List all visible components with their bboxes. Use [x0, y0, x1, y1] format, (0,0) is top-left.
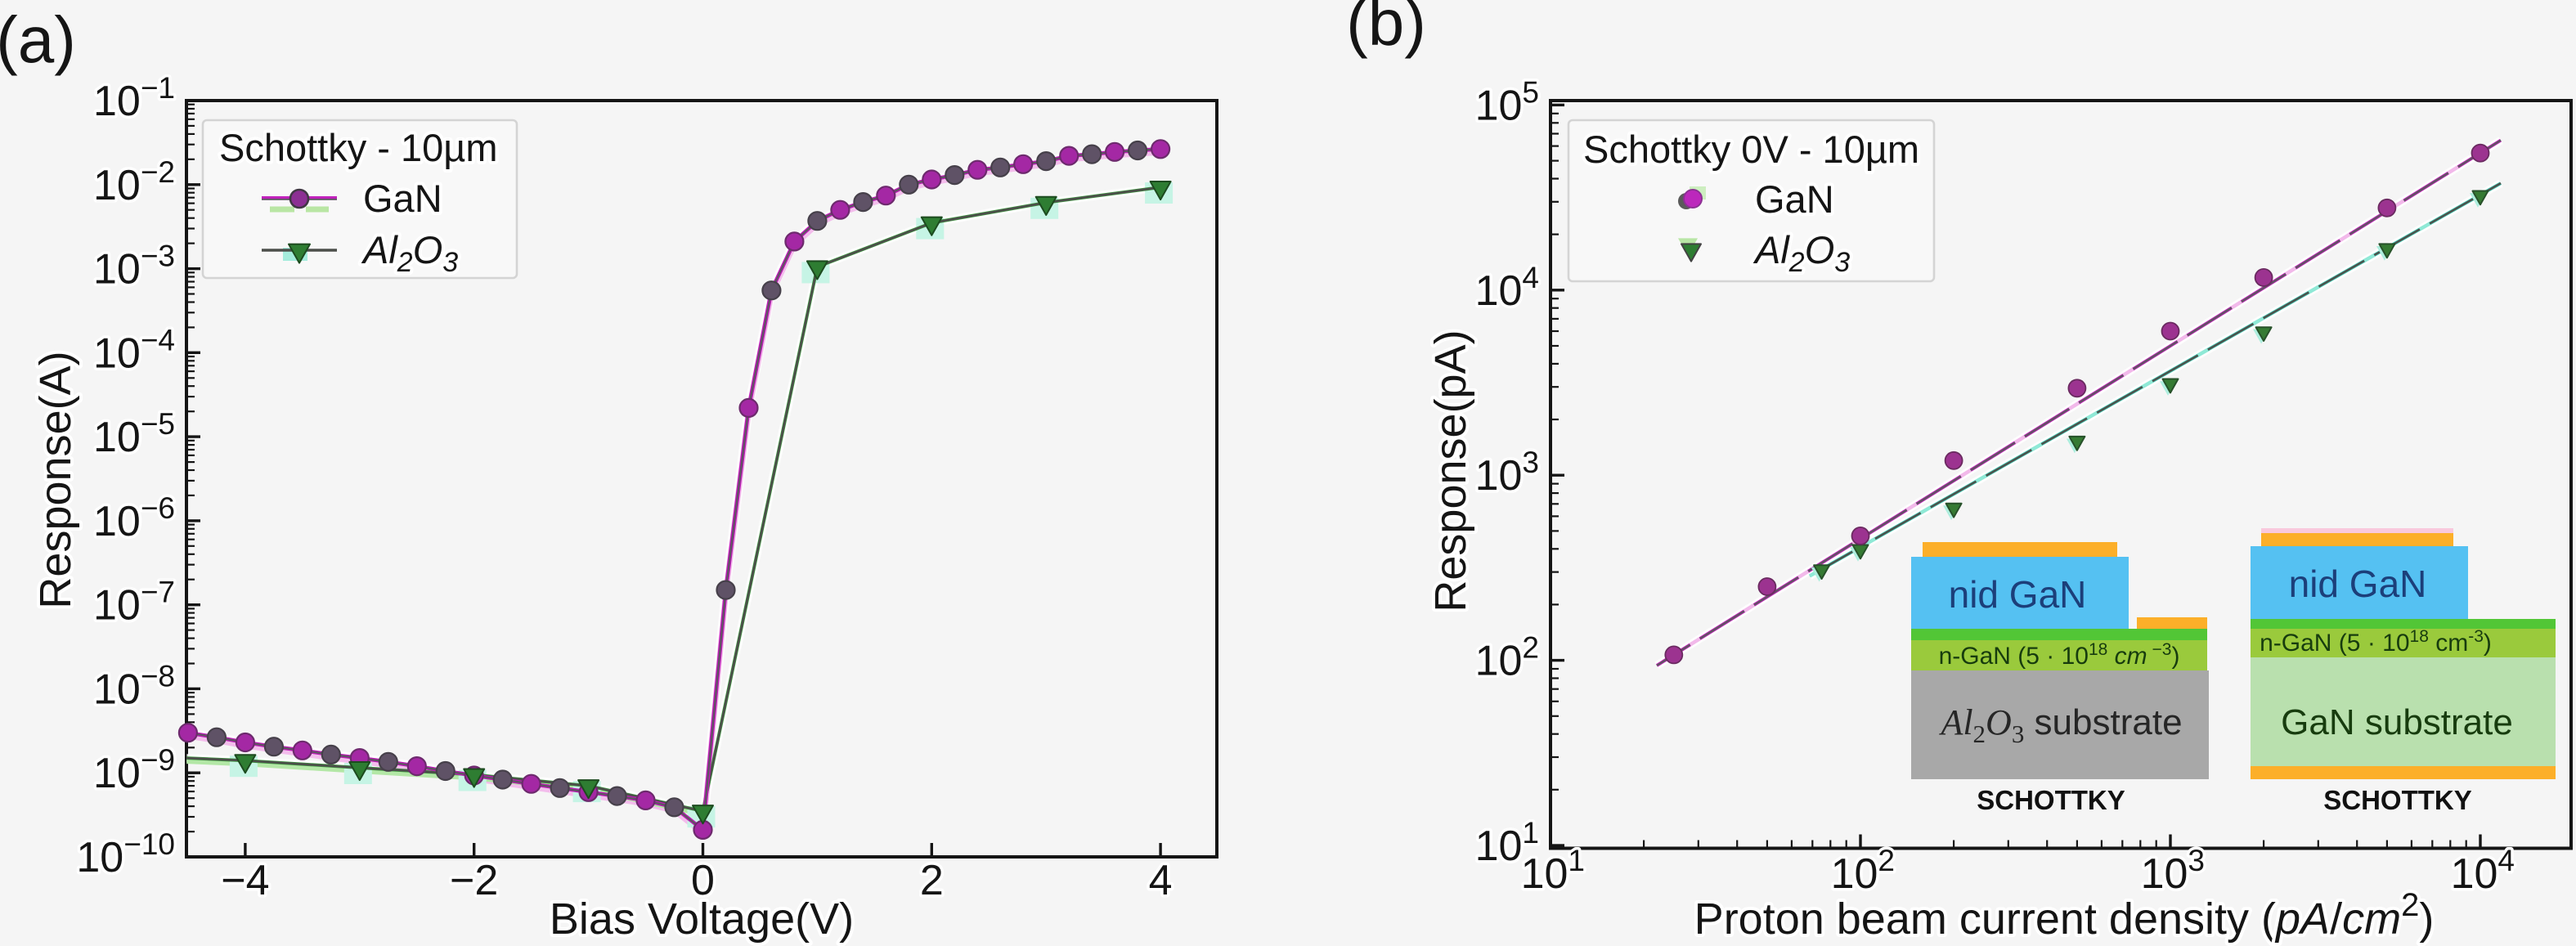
- svg-text:Proton beam current density (p: Proton beam current density (pA/cm2): [1694, 887, 2435, 944]
- svg-text:n-GaN (5 · 1018 cm-3): n-GaN (5 · 1018 cm-3): [2260, 627, 2492, 657]
- svg-text:Response(A): Response(A): [31, 351, 80, 608]
- svg-text:SCHOTTKY: SCHOTTKY: [1977, 785, 2125, 815]
- svg-text:Response(pA): Response(pA): [1426, 330, 1475, 612]
- svg-text:−2: −2: [450, 857, 498, 904]
- svg-text:nid GaN: nid GaN: [1949, 573, 2087, 616]
- svg-text:SCHOTTKY: SCHOTTKY: [2323, 785, 2472, 815]
- svg-text:102: 102: [1831, 844, 1895, 898]
- svg-text:10−8: 10−8: [93, 659, 175, 713]
- svg-text:Schottky 0V - 10µm: Schottky 0V - 10µm: [1583, 128, 1919, 171]
- svg-text:nid GaN: nid GaN: [2289, 563, 2427, 605]
- svg-text:Schottky - 10µm: Schottky - 10µm: [219, 126, 498, 169]
- svg-text:101: 101: [1521, 844, 1585, 898]
- svg-text:10−10: 10−10: [76, 827, 175, 881]
- svg-text:104: 104: [1475, 261, 1539, 315]
- svg-text:GaN: GaN: [1755, 177, 1834, 221]
- svg-text:(b): (b): [1346, 0, 1426, 59]
- svg-text:Bias Voltage(V): Bias Voltage(V): [550, 894, 854, 944]
- svg-text:2: 2: [920, 857, 944, 904]
- svg-text:n-GaN (5 · 1018 cm −3): n-GaN (5 · 1018 cm −3): [1939, 640, 2180, 670]
- svg-text:0: 0: [691, 857, 715, 904]
- svg-text:(a): (a): [0, 3, 76, 76]
- svg-text:Al2O3 substrate: Al2O3 substrate: [1938, 702, 2182, 748]
- svg-text:10−2: 10−2: [93, 155, 175, 209]
- svg-text:10−1: 10−1: [93, 71, 175, 125]
- svg-text:−4: −4: [221, 857, 269, 904]
- svg-text:104: 104: [2451, 844, 2515, 898]
- svg-text:GaN: GaN: [363, 177, 442, 220]
- svg-text:GaN substrate: GaN substrate: [2281, 702, 2513, 742]
- svg-text:4: 4: [1149, 857, 1173, 904]
